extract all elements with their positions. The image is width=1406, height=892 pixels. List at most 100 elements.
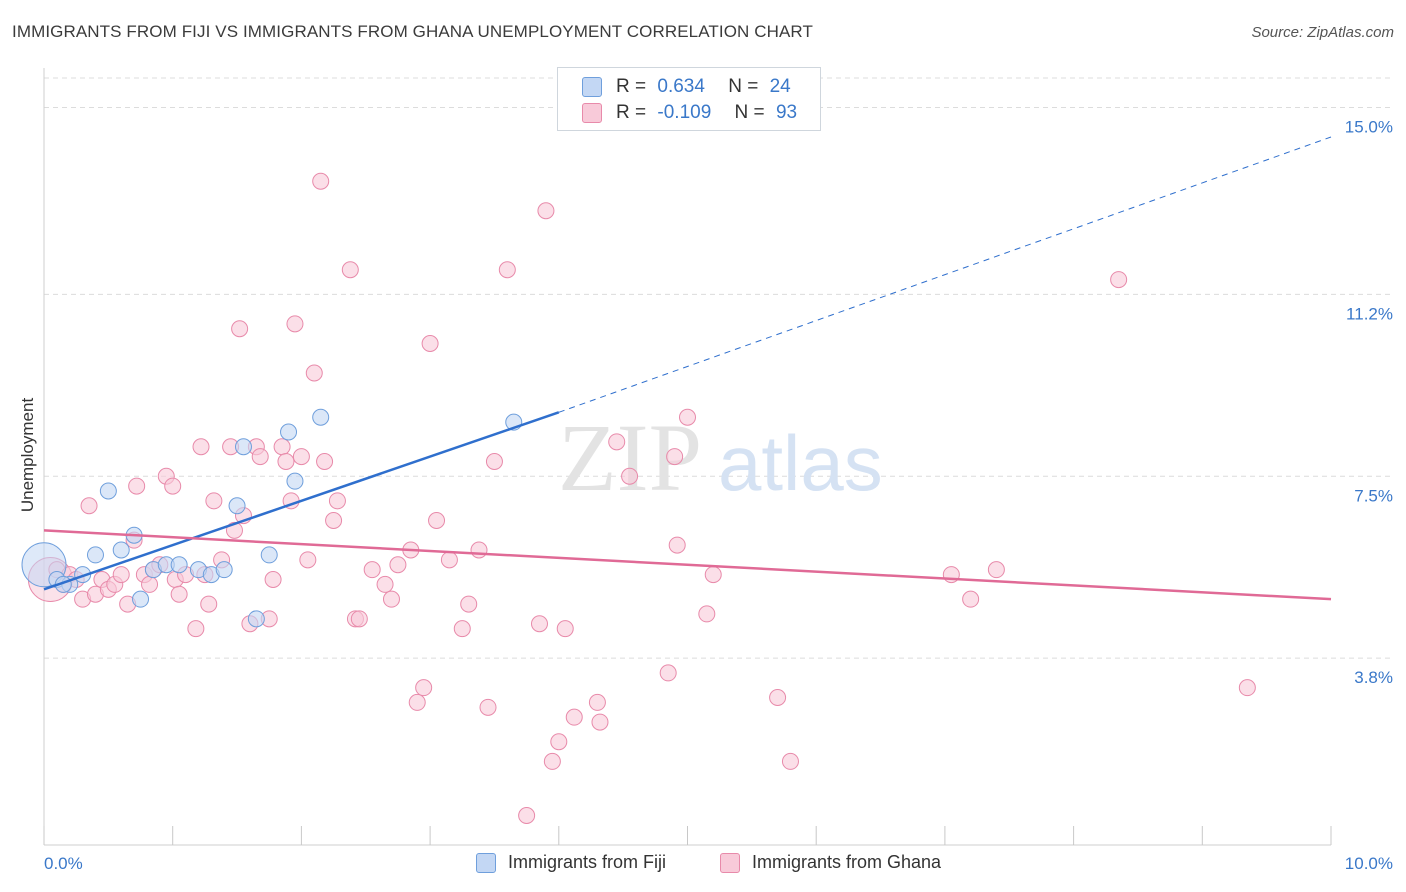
ghana-point [141, 575, 159, 593]
fiji-point [86, 546, 104, 564]
fiji-point [215, 561, 233, 579]
fiji-swatch [582, 77, 602, 97]
ghana-point [987, 561, 1005, 579]
ghana-point [543, 752, 561, 770]
y-tick-label: 7.5% [1354, 486, 1393, 505]
ghana-r-label: R = [616, 102, 647, 123]
source-label: Source: ZipAtlas.com [1251, 24, 1394, 41]
ghana-point [382, 590, 400, 608]
ghana-point [350, 610, 368, 628]
ghana-point [421, 335, 439, 352]
ghana-point [305, 364, 323, 382]
ghana-point [518, 807, 536, 824]
ghana-point [621, 467, 639, 485]
ghana-point [550, 733, 568, 751]
fiji-legend-label: Immigrants from Fiji [508, 852, 667, 872]
data-points [21, 172, 1256, 824]
ghana-point [273, 438, 291, 456]
fiji-point [234, 438, 252, 456]
fiji-point [228, 497, 246, 515]
ghana-point [608, 433, 626, 451]
ghana-point [781, 752, 799, 770]
ghana-point [428, 512, 446, 529]
ghana-point [479, 698, 497, 716]
ghana-point [312, 172, 330, 190]
ghana-n-value: 93 [775, 102, 798, 123]
ghana-point [328, 492, 346, 510]
ghana-point [679, 408, 696, 426]
fiji-point [99, 482, 117, 500]
ghana-point [286, 315, 304, 333]
ghana-point [277, 453, 295, 470]
ghana-point [192, 438, 210, 456]
chart-title: IMMIGRANTS FROM FIJI VS IMMIGRANTS FROM … [12, 22, 813, 41]
ghana-point [666, 448, 684, 466]
ghana-point [128, 477, 146, 495]
tick-labels: 3.8% 7.5% 11.2% 15.0% 0.0% 10.0% [44, 118, 1393, 874]
ghana-point [408, 693, 426, 711]
fiji-point [132, 590, 150, 608]
ghana-trend-line [43, 529, 1332, 601]
fiji-trend-line [43, 411, 560, 591]
ghana-point [704, 566, 722, 584]
ghana-legend-label: Immigrants from Ghana [752, 852, 942, 872]
x-tick-label-max: 10.0% [1345, 854, 1393, 873]
ghana-point [341, 261, 359, 279]
ghana-point [485, 453, 503, 470]
ghana-point [962, 590, 980, 608]
ghana-point [363, 561, 381, 579]
ghana-swatch [582, 103, 602, 123]
fiji-point [112, 541, 130, 559]
ghana-n-label: N = [734, 102, 765, 123]
ghana-point [588, 693, 606, 711]
ghana-r-value: -0.109 [657, 102, 712, 123]
watermark-atlas: atlas [718, 419, 883, 507]
ghana-point [498, 261, 516, 279]
ghana-point [537, 202, 555, 220]
legend-ghana-text: R = -0.109 N = 93 [616, 102, 797, 124]
ghana-point [1238, 679, 1256, 697]
ghana-point [1110, 271, 1128, 289]
fiji-point [260, 546, 278, 564]
ghana-point [205, 492, 223, 510]
ghana-point [440, 551, 458, 569]
fiji-point [312, 408, 330, 426]
ghana-point [556, 620, 574, 638]
correlation-legend: R = 0.634 N = 24 R = -0.109 N = 93 [557, 67, 821, 131]
y-tick-label: 11.2% [1346, 304, 1393, 323]
ghana-point [470, 541, 488, 559]
ghana-point [187, 620, 205, 638]
fiji-n-label: N = [728, 76, 759, 97]
ghana-point [264, 571, 282, 588]
fiji-point [286, 472, 304, 490]
ghana-point [565, 708, 583, 726]
axes [43, 68, 1332, 846]
ghana-point [453, 620, 471, 638]
fiji-point [170, 556, 188, 574]
ghana-point [251, 448, 269, 466]
ghana-point [659, 664, 677, 682]
trend-lines [43, 136, 1332, 601]
ghana-point [200, 595, 218, 613]
ghana-point [316, 453, 334, 470]
y-tick-label: 15.0% [1345, 118, 1393, 137]
fiji-trend-extension [558, 136, 1332, 413]
watermark: ZIP atlas [558, 404, 883, 511]
fiji-r-label: R = [616, 76, 647, 97]
ghana-point [389, 556, 407, 574]
ghana-point [231, 320, 249, 338]
ghana-point [112, 566, 130, 584]
ghana-point [769, 689, 787, 706]
ghana-point [668, 536, 686, 554]
ghana-point [460, 595, 478, 613]
ghana-point [170, 585, 188, 603]
ghana-point [299, 551, 317, 569]
ghana-point [292, 448, 310, 466]
ghana-point [530, 615, 548, 633]
y-tick-label: 3.8% [1354, 668, 1393, 687]
ghana-point [80, 497, 98, 515]
fiji-point [247, 610, 265, 628]
fiji-legend-swatch [476, 853, 496, 873]
ghana-point [591, 713, 609, 731]
